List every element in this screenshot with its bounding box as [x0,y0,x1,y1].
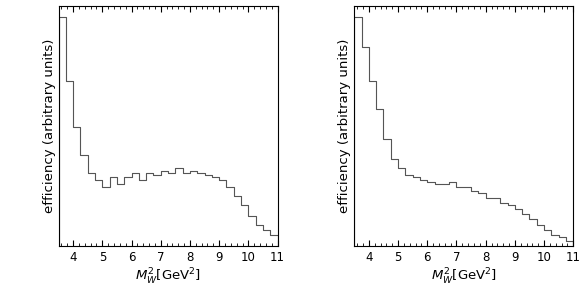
Y-axis label: efficiency (arbitrary units): efficiency (arbitrary units) [339,39,352,213]
X-axis label: $M_W^2[\mathrm{GeV}^2]$: $M_W^2[\mathrm{GeV}^2]$ [431,267,497,287]
X-axis label: $M_W^2[\mathrm{GeV}^2]$: $M_W^2[\mathrm{GeV}^2]$ [135,267,201,287]
Y-axis label: efficiency (arbitrary units): efficiency (arbitrary units) [43,39,56,213]
